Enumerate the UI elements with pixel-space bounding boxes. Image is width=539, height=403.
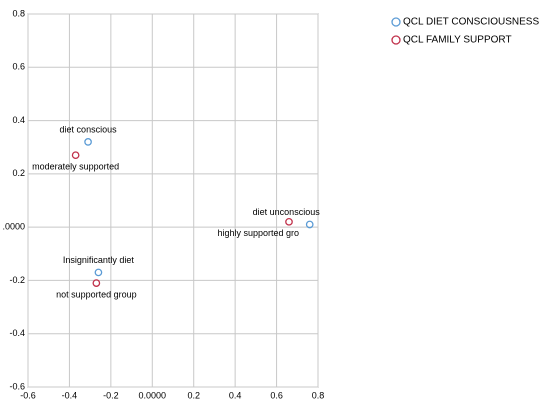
point-label: Insignificantly diet [63,255,135,265]
point [84,138,92,146]
legend-label: QCL FAMILY SUPPORT [403,35,512,46]
y-tick-label: .0000 [2,222,25,232]
x-tick-label: 0.0000 [139,390,167,400]
point [285,217,293,226]
legend-marker [391,17,401,27]
y-tick-label: 0.8 [12,8,25,18]
point-label: moderately supported [32,162,119,172]
y-tick-label: 0.4 [12,115,25,125]
y-tick-label: 0.6 [12,62,25,72]
x-tick-label: -0.2 [103,390,119,400]
x-tick-label: 0.6 [270,390,283,400]
x-tick-label: -0.6 [20,390,36,400]
point-label: diet unconscious [253,207,321,217]
legend-label: QCL DIET CONSCIOUSNESS [403,17,539,28]
point-label: highly supported gro [217,228,299,238]
x-tick-label: -0.4 [62,390,78,400]
point-label: diet conscious [60,124,118,134]
y-tick-label: 0.2 [12,168,25,178]
point [71,151,80,160]
point [94,268,103,277]
y-tick-label: -0.6 [9,381,25,391]
y-tick-label: -0.2 [9,275,25,285]
point-label: not supported group [56,289,137,299]
x-tick-label: 0.8 [312,390,325,400]
point [305,220,314,229]
y-tick-label: -0.4 [9,328,25,338]
plot-frame [27,13,319,388]
legend-marker [391,35,401,45]
x-tick-label: 0.2 [187,390,200,400]
x-tick-label: 0.4 [229,390,242,400]
point [92,279,101,287]
